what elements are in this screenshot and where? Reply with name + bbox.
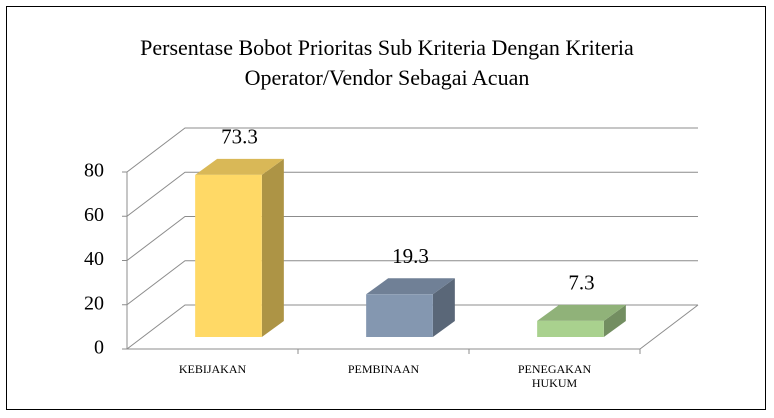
value-label: 19.3: [392, 244, 429, 268]
y-tick-label: 40: [84, 248, 104, 270]
chart-title: Persentase Bobot Prioritas Sub Kriteria …: [140, 35, 634, 90]
bar-side: [432, 278, 455, 337]
bar: [537, 320, 604, 337]
bar-side: [603, 304, 626, 337]
y-tick-label: 60: [84, 204, 104, 226]
grid-line: [126, 127, 698, 173]
grid-line: [126, 216, 698, 261]
value-label: 73.3: [221, 125, 258, 149]
y-tick-label: 20: [84, 292, 104, 314]
x-tick-label: KEBIJAKAN: [178, 362, 247, 376]
bar-top: [195, 158, 284, 175]
grid-line: [126, 304, 698, 350]
x-tick-label: PEMBINAAN: [347, 362, 420, 376]
y-tick-label: 80: [84, 160, 104, 182]
bar: [366, 294, 433, 337]
bar-top: [366, 278, 455, 295]
value-label: 7.3: [568, 271, 594, 295]
x-tick-label: PENEGAKAN HUKUM: [517, 362, 592, 390]
grid-line: [126, 171, 698, 217]
y-tick-label: 0: [94, 337, 104, 359]
bar-side: [261, 158, 284, 337]
bar: [195, 174, 262, 337]
frame: [6, 6, 766, 410]
grid-line: [126, 260, 698, 306]
floor-right: [639, 304, 699, 350]
bar-top: [537, 304, 626, 321]
